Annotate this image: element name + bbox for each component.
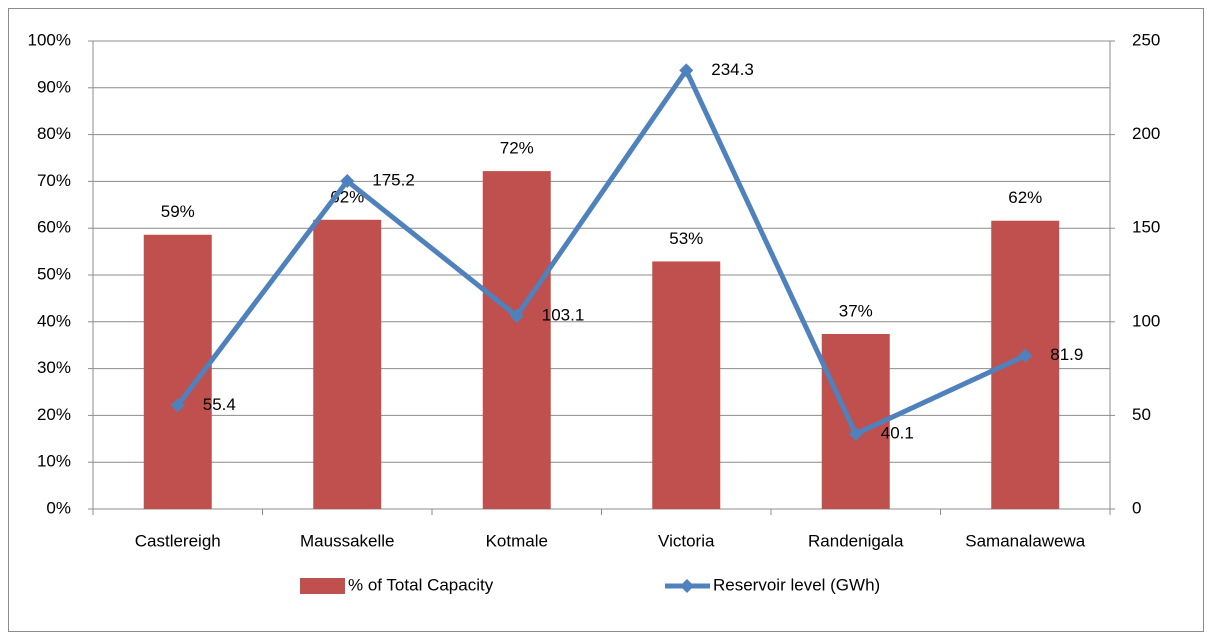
line-marker bbox=[1018, 348, 1033, 363]
y2-tick-label: 50 bbox=[1132, 405, 1151, 424]
line-value-label: 55.4 bbox=[203, 395, 236, 414]
bar-value-label: 53% bbox=[669, 229, 703, 248]
legend-label: % of Total Capacity bbox=[348, 575, 494, 594]
y2-tick-label: 100 bbox=[1132, 311, 1160, 330]
line-marker bbox=[340, 174, 355, 189]
x-tick-label: Castlereigh bbox=[135, 531, 221, 550]
bar bbox=[482, 171, 551, 509]
y2-tick-label: 150 bbox=[1132, 218, 1160, 237]
line bbox=[175, 67, 1027, 437]
x-tick-label: Randenigala bbox=[808, 531, 904, 550]
y-tick-label: 50% bbox=[37, 264, 71, 283]
line-marker bbox=[848, 426, 863, 441]
line-marker bbox=[509, 308, 524, 323]
y2-tick-label: 250 bbox=[1132, 30, 1160, 49]
x-tick-label: Samanalawewa bbox=[965, 531, 1086, 550]
line-marker bbox=[170, 398, 185, 413]
y-tick-label: 20% bbox=[37, 405, 71, 424]
bar-value-label: 59% bbox=[161, 202, 195, 221]
line-value-label: 234.3 bbox=[711, 60, 754, 79]
x-tick-label: Maussakelle bbox=[300, 531, 395, 550]
y-tick-label: 40% bbox=[37, 311, 71, 330]
y-tick-label: 0% bbox=[46, 498, 71, 517]
line-value-label: 103.1 bbox=[542, 305, 585, 324]
bar-value-label: 37% bbox=[839, 301, 873, 320]
y-tick-label: 100% bbox=[28, 30, 71, 49]
line-value-label: 81.9 bbox=[1050, 345, 1083, 364]
y-tick-label: 70% bbox=[37, 171, 71, 190]
legend-label: Reservoir level (GWh) bbox=[713, 575, 880, 594]
line-value-label: 175.2 bbox=[372, 171, 415, 190]
y2-tick-label: 200 bbox=[1132, 124, 1160, 143]
y-tick-label: 90% bbox=[37, 77, 71, 96]
bar bbox=[313, 219, 382, 509]
legend-swatch bbox=[300, 578, 345, 594]
y-tick-label: 60% bbox=[37, 218, 71, 237]
bar-value-label: 62% bbox=[1008, 188, 1042, 207]
y-tick-label: 10% bbox=[37, 452, 71, 471]
y-tick-label: 30% bbox=[37, 358, 71, 377]
x-tick-label: Victoria bbox=[658, 531, 715, 550]
line-marker bbox=[679, 63, 694, 78]
y2-tick-label: 0 bbox=[1132, 498, 1141, 517]
legend-swatch bbox=[680, 579, 694, 593]
line-value-label: 40.1 bbox=[881, 423, 914, 442]
bar-value-label: 72% bbox=[500, 139, 534, 158]
x-tick-label: Kotmale bbox=[486, 531, 548, 550]
y-tick-label: 80% bbox=[37, 124, 71, 143]
bar bbox=[652, 261, 721, 509]
